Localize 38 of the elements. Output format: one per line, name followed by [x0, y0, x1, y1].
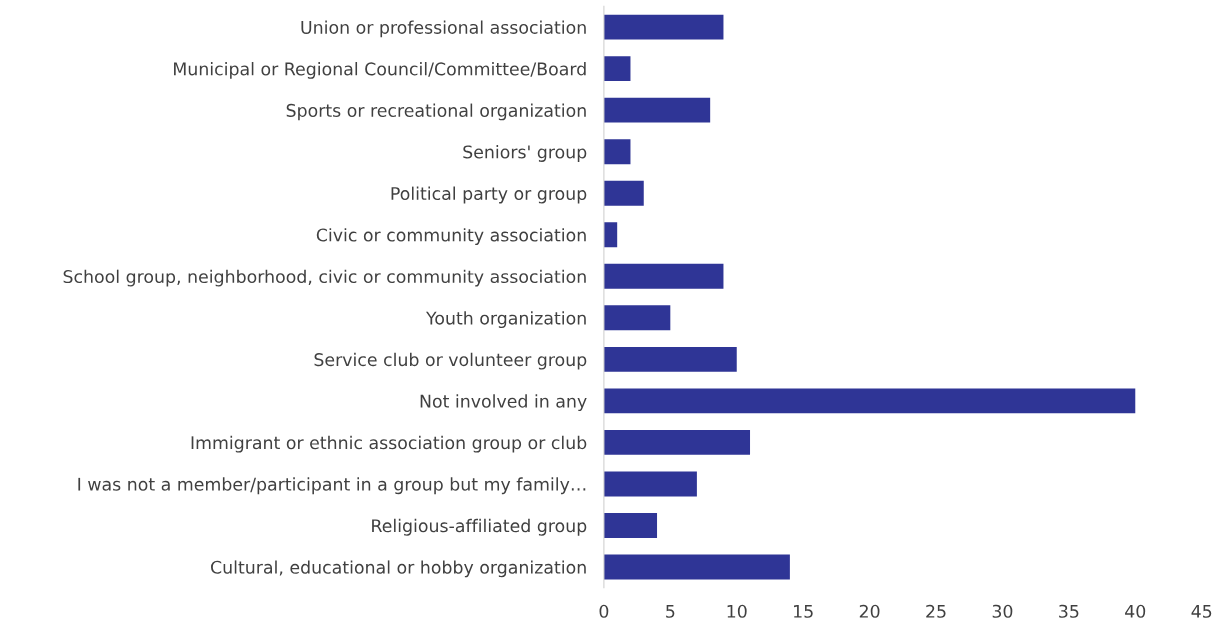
y-tick-label: Not involved in any [420, 394, 587, 412]
bar [603, 263, 724, 289]
y-tick-label: I was not a member/participant in a group but my family… [78, 477, 586, 495]
x-tick-label: 40 [1125, 604, 1146, 618]
bar [603, 180, 644, 206]
x-tick-label: 20 [859, 604, 880, 618]
bar [603, 429, 751, 455]
y-tick-label: School group, neighborhood, civic or community association [63, 269, 586, 287]
x-tick-label: 5 [666, 604, 675, 618]
y-tick-label: Youth organization [425, 311, 586, 329]
bar [603, 346, 737, 372]
y-tick-label: Political party or group [391, 186, 587, 204]
y-tick-label: Service club or volunteer group [314, 352, 587, 370]
x-tick-label: 0 [599, 604, 609, 618]
bar [603, 305, 671, 331]
bar [603, 222, 618, 248]
bar [603, 388, 1136, 414]
y-tick-label: Seniors' group [463, 145, 587, 162]
x-tick-label: 35 [1059, 604, 1079, 618]
bar [603, 139, 631, 165]
y-tick-label: Cultural, educational or hobby organization [211, 560, 586, 578]
y-tick-label: Municipal or Regional Council/Committee/Board [174, 62, 586, 79]
x-tick-label: 10 [727, 604, 747, 618]
x-tick-label: 25 [926, 604, 946, 618]
x-tick-label: 45 [1191, 604, 1212, 618]
bar [603, 14, 724, 40]
y-tick-label: Sports or recreational organization [286, 103, 586, 121]
y-tick-label: Religious-affiliated group [372, 518, 587, 536]
y-tick-label: Civic or community association [316, 228, 586, 245]
x-tick-label: 30 [992, 604, 1013, 618]
x-tick-label: 15 [794, 604, 813, 618]
bar [603, 554, 790, 580]
bar [603, 513, 658, 538]
y-tick-label: Union or professional association [301, 20, 586, 38]
y-tick-label: Immigrant or ethnic association group or club [191, 435, 587, 453]
bar [603, 56, 631, 82]
bar [603, 471, 697, 497]
bar [603, 97, 711, 123]
